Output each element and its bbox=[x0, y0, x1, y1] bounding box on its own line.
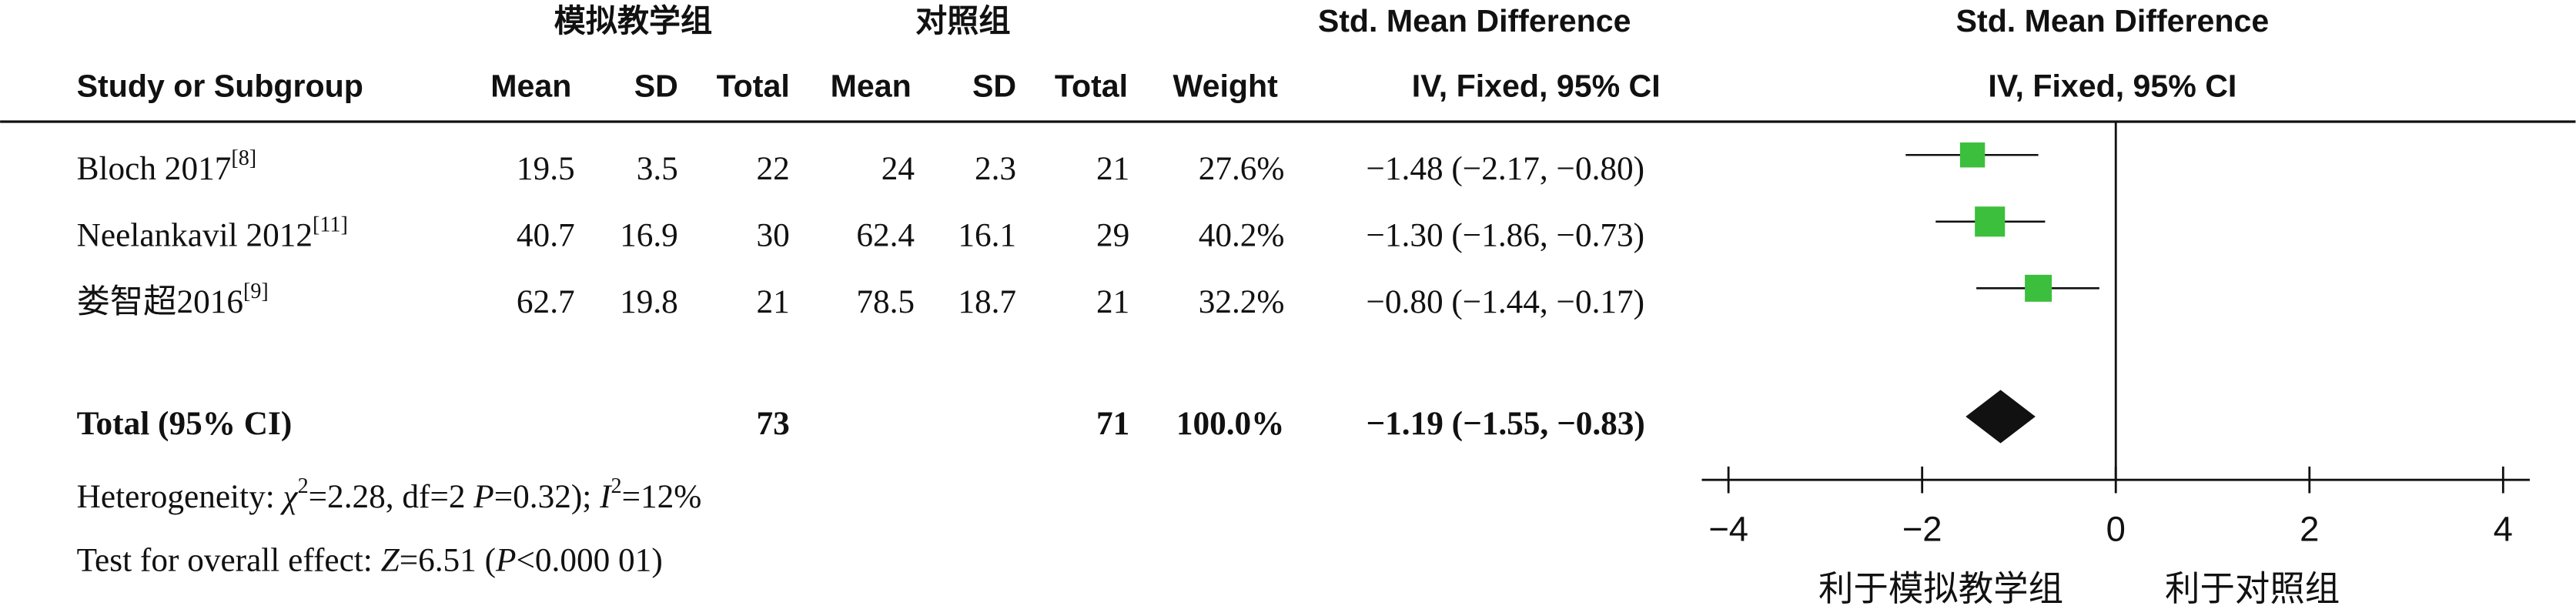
group-header: 模拟教学组 bbox=[554, 3, 713, 39]
study-square bbox=[1959, 142, 1986, 168]
footnote-part: Z bbox=[381, 541, 400, 578]
column-header: Weight bbox=[1173, 69, 1279, 104]
column-header: Total bbox=[717, 69, 790, 104]
cell: 62.4 bbox=[856, 216, 915, 253]
cell: 32.2% bbox=[1199, 283, 1285, 320]
cell: 18.7 bbox=[958, 283, 1016, 320]
cell: 40.7 bbox=[517, 216, 575, 253]
ci-label: −0.80 (−1.44, −0.17) bbox=[1366, 283, 1644, 320]
x-axis-label: 利于对照组 bbox=[2165, 569, 2340, 606]
effect-method: IV, Fixed, 95% CI bbox=[1412, 69, 1661, 104]
effect-title: Std. Mean Difference bbox=[1318, 3, 1631, 39]
cell: 78.5 bbox=[856, 283, 915, 320]
study-ref: [11] bbox=[313, 213, 348, 236]
footnote-part: =12% bbox=[622, 478, 702, 515]
footnote-part: Heterogeneity: bbox=[77, 478, 283, 515]
study-ref: [9] bbox=[243, 280, 269, 303]
effect-method: IV, Fixed, 95% CI bbox=[1988, 69, 2236, 104]
footnote-part: χ bbox=[280, 478, 299, 515]
cell: 21 bbox=[757, 283, 790, 320]
footnote-part: I bbox=[599, 478, 613, 515]
column-header: Mean bbox=[831, 69, 912, 104]
x-tick-label: 2 bbox=[2300, 509, 2319, 548]
cell: 22 bbox=[757, 150, 790, 187]
ci-label: −1.30 (−1.86, −0.73) bbox=[1366, 216, 1644, 253]
column-header: SD bbox=[972, 69, 1016, 104]
footnote-part: =0.32); bbox=[494, 478, 600, 515]
x-tick-label: 0 bbox=[2106, 509, 2126, 548]
x-axis-label: 利于模拟教学组 bbox=[1818, 569, 2063, 606]
cell: 21 bbox=[1096, 150, 1129, 187]
x-tick-label: 4 bbox=[2494, 509, 2513, 548]
cell: 19.5 bbox=[517, 150, 575, 187]
study-square bbox=[1975, 206, 2006, 237]
cell: 16.9 bbox=[620, 216, 678, 253]
cell: 24 bbox=[882, 150, 915, 187]
ci-label: −1.19 (−1.55, −0.83) bbox=[1366, 405, 1644, 442]
cell: 73 bbox=[757, 405, 790, 442]
cell: 100.0% bbox=[1176, 405, 1285, 442]
cell: 21 bbox=[1096, 283, 1129, 320]
cell: 30 bbox=[757, 216, 790, 253]
cell: 27.6% bbox=[1199, 150, 1285, 187]
study-square bbox=[2025, 274, 2052, 302]
footnote-part: =6.51 ( bbox=[400, 541, 496, 578]
x-tick-label: −4 bbox=[1708, 509, 1748, 548]
cell: 16.1 bbox=[958, 216, 1016, 253]
footnote-part: =2.28, df=2 bbox=[309, 478, 474, 515]
footnote-part: <0.000 01) bbox=[516, 541, 662, 578]
cell: 3.5 bbox=[637, 150, 678, 187]
footnote-part: 2 bbox=[611, 474, 622, 498]
total-name: Total (95% CI) bbox=[77, 405, 293, 442]
total-diamond bbox=[1965, 390, 2036, 444]
footnote-part: Test for overall effect: bbox=[77, 541, 381, 578]
cell: 29 bbox=[1096, 216, 1129, 253]
footnote: Test for overall effect: Z=6.51 (P<0.000… bbox=[77, 541, 663, 578]
study-name: Bloch 2017[8] bbox=[77, 146, 257, 187]
cell: 71 bbox=[1096, 405, 1129, 442]
x-tick-label: −2 bbox=[1902, 509, 1942, 548]
ci-label: −1.48 (−2.17, −0.80) bbox=[1366, 150, 1644, 187]
study-name: Neelankavil 2012[11] bbox=[77, 213, 348, 253]
column-header: Total bbox=[1055, 69, 1128, 104]
effect-title: Std. Mean Difference bbox=[1956, 3, 2270, 39]
cell: 19.8 bbox=[620, 283, 678, 320]
cell: 2.3 bbox=[975, 150, 1016, 187]
column-header: Mean bbox=[490, 69, 571, 104]
cell: 40.2% bbox=[1199, 216, 1285, 253]
footnote: Heterogeneity: χ2=2.28, df=2 P=0.32); I2… bbox=[77, 474, 702, 515]
footnote-part: P bbox=[473, 478, 493, 515]
column-header: SD bbox=[634, 69, 678, 104]
column-header: Study or Subgroup bbox=[77, 69, 363, 104]
study-name: 娄智超2016[9] bbox=[77, 280, 269, 320]
footnote-part: 2 bbox=[298, 474, 309, 498]
study-ref: [8] bbox=[231, 146, 256, 170]
footnote-part: P bbox=[495, 541, 516, 578]
cell: 62.7 bbox=[517, 283, 575, 320]
group-header: 对照组 bbox=[915, 3, 1010, 39]
